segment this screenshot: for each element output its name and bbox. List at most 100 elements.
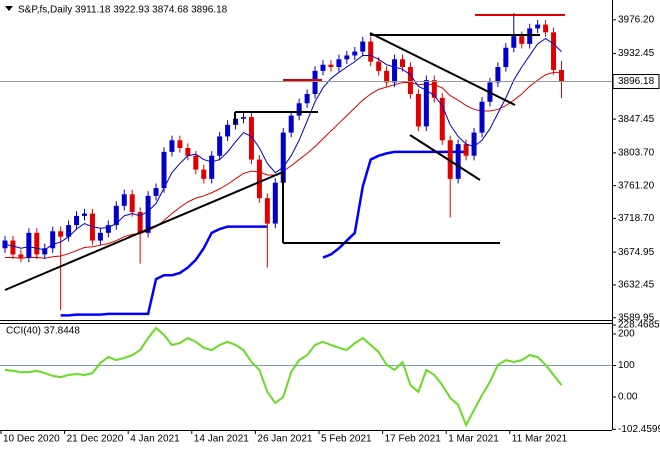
y-tick-label: 3803.70 bbox=[618, 148, 655, 159]
trend-line bbox=[369, 32, 516, 106]
candle-body bbox=[137, 212, 143, 233]
candle-body bbox=[312, 70, 318, 95]
candle-body bbox=[455, 144, 461, 179]
candle-body bbox=[511, 36, 517, 48]
candle-body bbox=[495, 67, 501, 83]
y-tick-label: 3589.95 bbox=[618, 312, 655, 323]
candle-body bbox=[479, 101, 485, 133]
candle-body bbox=[66, 225, 72, 237]
plot-area bbox=[0, 13, 612, 428]
y-tick-label: 200 bbox=[618, 329, 635, 340]
x-tick-label: 5 Feb 2021 bbox=[321, 434, 372, 445]
candle-body bbox=[368, 41, 374, 62]
candle-body bbox=[129, 194, 135, 213]
y-tick-label: 228.4685 bbox=[618, 320, 660, 331]
candle-body bbox=[415, 94, 421, 127]
candle-body bbox=[471, 132, 477, 156]
drawings bbox=[4, 14, 565, 291]
x-tick-label: 17 Feb 2021 bbox=[385, 434, 442, 445]
candle-body bbox=[121, 194, 127, 206]
candle-body bbox=[304, 94, 310, 104]
candle-body bbox=[447, 140, 453, 179]
menu-icon bbox=[5, 6, 13, 11]
candle-body bbox=[384, 70, 390, 83]
candle-body bbox=[169, 140, 175, 152]
overlay-line bbox=[60, 150, 467, 317]
y-tick-label: -102.4599 bbox=[618, 424, 660, 435]
candle-body bbox=[193, 155, 199, 170]
candle-body bbox=[10, 240, 16, 255]
candle-body bbox=[527, 28, 533, 44]
trend-line bbox=[4, 171, 284, 291]
candle-body bbox=[320, 64, 326, 71]
y-tick-label: 3932.45 bbox=[618, 48, 655, 59]
candle-body bbox=[105, 225, 111, 233]
price-label-box bbox=[612, 74, 660, 90]
candle-body bbox=[400, 59, 405, 68]
indicator-line bbox=[4, 326, 563, 428]
candle-body bbox=[82, 213, 87, 216]
candle-body bbox=[217, 136, 223, 156]
candle-body bbox=[392, 59, 398, 83]
x-tick-label: 10 Dec 2020 bbox=[3, 434, 60, 445]
candle-body bbox=[360, 41, 366, 52]
candle-body bbox=[543, 24, 549, 33]
candle-body bbox=[559, 69, 564, 82]
candle-body bbox=[407, 67, 413, 95]
candle-body bbox=[74, 215, 80, 226]
candle-body bbox=[463, 144, 469, 156]
candle-body bbox=[177, 140, 183, 149]
y-tick-label: 3761.20 bbox=[618, 180, 655, 191]
candle-body bbox=[58, 231, 64, 237]
y-tick-label: 3847.45 bbox=[618, 114, 655, 125]
candle-body bbox=[34, 232, 40, 255]
candle-body bbox=[26, 232, 32, 258]
y-tick-label: 0.00 bbox=[618, 392, 638, 403]
candle-body bbox=[423, 80, 429, 127]
indicator-title: CCI(40) 37.8448 bbox=[6, 326, 80, 337]
x-tick-label: 21 Dec 2020 bbox=[67, 434, 124, 445]
candle-body bbox=[296, 103, 302, 116]
candle-body bbox=[376, 61, 382, 71]
candle-body bbox=[535, 24, 541, 29]
candle-body bbox=[519, 36, 525, 44]
candle-body bbox=[344, 55, 350, 60]
candle-body bbox=[241, 117, 246, 119]
y-tick-label: 100 bbox=[618, 360, 635, 371]
candle-body bbox=[503, 47, 509, 68]
x-tick-label: 1 Mar 2021 bbox=[448, 434, 499, 445]
candle-body bbox=[248, 117, 254, 160]
candle-body bbox=[280, 132, 286, 183]
candle-body bbox=[113, 205, 119, 226]
candle-body bbox=[161, 151, 167, 189]
candle-body bbox=[431, 80, 437, 98]
candle-body bbox=[209, 155, 215, 179]
candle-body bbox=[328, 64, 334, 68]
candle-body bbox=[288, 115, 294, 133]
x-tick-label: 14 Jan 2021 bbox=[194, 434, 249, 445]
candle-body bbox=[264, 198, 270, 224]
candle-body bbox=[256, 159, 262, 199]
candle-body bbox=[42, 248, 48, 255]
candle-body bbox=[185, 148, 191, 156]
candle-body bbox=[225, 124, 231, 137]
candle-body bbox=[153, 188, 159, 196]
candle-body bbox=[97, 232, 103, 241]
y-tick-label: 3632.45 bbox=[618, 280, 655, 291]
candle-body bbox=[336, 59, 342, 68]
candle-body bbox=[145, 195, 151, 233]
y-tick-label: 3674.95 bbox=[618, 247, 655, 258]
x-tick-label: 4 Jan 2021 bbox=[130, 434, 180, 445]
candle-body bbox=[439, 97, 445, 141]
overlay-line bbox=[4, 37, 562, 251]
y-tick-label: 3718.70 bbox=[618, 213, 655, 224]
price-label: 3896.18 bbox=[618, 76, 655, 87]
candle-body bbox=[352, 51, 358, 56]
candle-body bbox=[272, 182, 278, 224]
chart-title: S&P,fs,Daily 3911.18 3922.93 3874.68 389… bbox=[18, 5, 228, 16]
x-tick-label: 26 Jan 2021 bbox=[257, 434, 312, 445]
candle-body bbox=[551, 32, 557, 70]
candle-body bbox=[50, 231, 56, 249]
